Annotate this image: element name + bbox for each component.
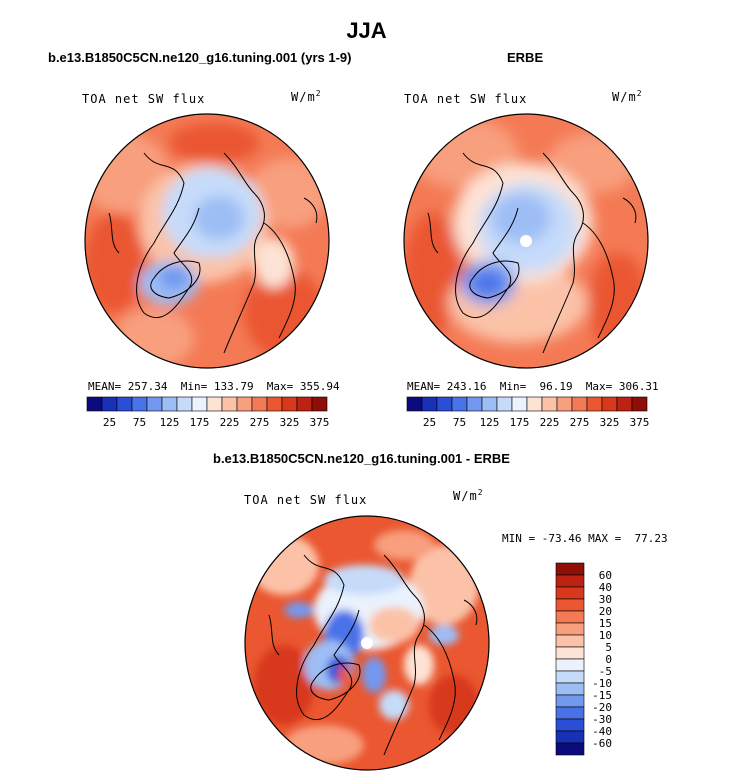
- panel1-colorbar-tick-label: 275: [250, 416, 270, 429]
- panel3-colorbar-tick-label: -15: [592, 689, 612, 702]
- panel3-colorbar-tick-label: 15: [599, 617, 612, 630]
- panel2-colorbar-tick-label: 25: [423, 416, 436, 429]
- panel1-stats: MEAN= 257.34 Min= 133.79 Max= 355.94: [88, 380, 340, 393]
- panel2-colorbar-tick-label: 375: [630, 416, 650, 429]
- panel3-colorbar-swatch: [555, 610, 585, 624]
- panel2-colorbar-swatch: [481, 396, 498, 412]
- panel3-colorbar-tick-label: 20: [599, 605, 612, 618]
- panel1-colorbar-swatch: [251, 396, 268, 412]
- panel1-colorbar-swatch: [296, 396, 313, 412]
- panel3-colorbar-swatch: [555, 682, 585, 696]
- panel3-colorbar-tick-label: -5: [599, 665, 612, 678]
- panel3-colorbar-swatch: [555, 586, 585, 600]
- panel1-colorbar-swatch: [191, 396, 208, 412]
- panel1-colorbar-tick-label: 125: [160, 416, 180, 429]
- panel3-polar-map: [244, 515, 490, 771]
- panel3-colorbar-swatch: [555, 562, 585, 576]
- panel3-colorbar-swatch: [555, 598, 585, 612]
- panel1-polar-map: [84, 113, 330, 369]
- panel2-colorbar-swatch: [586, 396, 603, 412]
- panel2-colorbar-swatch: [406, 396, 423, 412]
- panel1-colorbar-tick-label: 25: [103, 416, 116, 429]
- panel3-stats: MIN = -73.46 MAX = 77.23: [502, 532, 668, 545]
- panel3-colorbar-tick-label: 5: [605, 641, 612, 654]
- panel3-colorbar-swatch: [555, 706, 585, 720]
- panel3-colorbar-tick-label: 60: [599, 569, 612, 582]
- panel3-colorbar-swatch: [555, 694, 585, 708]
- panel3-colorbar-tick-label: -40: [592, 725, 612, 738]
- panel3-unit-label: W/m2: [453, 488, 484, 503]
- panel3-colorbar-swatch: [555, 658, 585, 672]
- panel3-colorbar-tick-label: 40: [599, 581, 612, 594]
- panel1-colorbar-tick-label: 375: [310, 416, 330, 429]
- panel2-colorbar-swatch: [571, 396, 588, 412]
- panel3-colorbar-tick-label: -20: [592, 701, 612, 714]
- panel2-unit-label: W/m2: [612, 89, 643, 104]
- panel3-colorbar-tick-label: -30: [592, 713, 612, 726]
- panel1-colorbar: 25 75 125 175 225 275 325 375: [86, 396, 330, 429]
- panel1-colorbar-tick-label: 75: [133, 416, 146, 429]
- panel3-colorbar-tick-label: 0: [605, 653, 612, 666]
- panel3-colorbar-tick-label: -10: [592, 677, 612, 690]
- panel1-colorbar-tick-label: 175: [190, 416, 210, 429]
- panel2-colorbar-tick-label: 75: [453, 416, 466, 429]
- panel1-colorbar-swatch: [281, 396, 298, 412]
- panel1-unit-label: W/m2: [291, 89, 322, 104]
- panel2-colorbar-swatch: [421, 396, 438, 412]
- panel3-colorbar-swatch: [555, 646, 585, 660]
- panel3-colorbar-swatch: [555, 742, 585, 756]
- panel2-colorbar-tick-label: 325: [600, 416, 620, 429]
- panel3-colorbar-tick-label: 30: [599, 593, 612, 606]
- panel3-variable-label: TOA net SW flux: [244, 493, 368, 507]
- panel3-colorbar-swatch: [555, 622, 585, 636]
- panel2-colorbar-tick-label: 125: [480, 416, 500, 429]
- panel1-colorbar-swatch: [206, 396, 223, 412]
- panel2-colorbar-swatch: [631, 396, 648, 412]
- panel2-colorbar-swatch: [541, 396, 558, 412]
- panel1-colorbar-swatch: [86, 396, 103, 412]
- panel3-colorbar-swatch: [555, 730, 585, 744]
- panel1-colorbar-tick-label: 325: [280, 416, 300, 429]
- panel3-colorbar-swatch: [555, 574, 585, 588]
- panel2-colorbar-swatch: [616, 396, 633, 412]
- panel1-colorbar-swatch: [266, 396, 283, 412]
- panel1-title: b.e13.B1850C5CN.ne120_g16.tuning.001 (yr…: [48, 50, 352, 65]
- panel1-colorbar-swatch: [146, 396, 163, 412]
- panel2-colorbar-swatch: [511, 396, 528, 412]
- panel1-variable-label: TOA net SW flux: [82, 92, 206, 106]
- panel3-colorbar-swatch: [555, 718, 585, 732]
- panel1-colorbar-swatch: [116, 396, 133, 412]
- panel1-colorbar-swatch: [221, 396, 238, 412]
- panel3-title: b.e13.B1850C5CN.ne120_g16.tuning.001 - E…: [213, 451, 510, 466]
- panel1-colorbar-swatch: [161, 396, 178, 412]
- panel1-colorbar-swatch: [176, 396, 193, 412]
- panel2-polar-map: [403, 113, 649, 369]
- panel2-colorbar: 25 75 125 175 225 275 325 375: [406, 396, 650, 429]
- panel2-colorbar-swatch: [496, 396, 513, 412]
- panel2-colorbar-swatch: [466, 396, 483, 412]
- panel2-variable-label: TOA net SW flux: [404, 92, 528, 106]
- panel2-title: ERBE: [507, 50, 544, 65]
- panel2-stats: MEAN= 243.16 Min= 96.19 Max= 306.31: [407, 380, 659, 393]
- panel2-colorbar-swatch: [451, 396, 468, 412]
- figure-title: JJA: [346, 18, 387, 43]
- panel2-colorbar-swatch: [556, 396, 573, 412]
- panel3-colorbar-swatch: [555, 670, 585, 684]
- panel2-colorbar-tick-label: 225: [540, 416, 560, 429]
- panel1-colorbar-swatch: [101, 396, 118, 412]
- panel1-colorbar-swatch: [236, 396, 253, 412]
- panel1-colorbar-swatch: [311, 396, 328, 412]
- panel2-colorbar-tick-label: 175: [510, 416, 530, 429]
- panel2-colorbar-swatch: [601, 396, 618, 412]
- panel2-colorbar-swatch: [436, 396, 453, 412]
- panel3-colorbar-tick-label: -60: [592, 737, 612, 750]
- panel2-colorbar-swatch: [526, 396, 543, 412]
- panel3-colorbar-swatch: [555, 634, 585, 648]
- panel1-colorbar-swatch: [131, 396, 148, 412]
- panel3-colorbar-tick-label: 10: [599, 629, 612, 642]
- panel1-colorbar-tick-label: 225: [220, 416, 240, 429]
- panel2-colorbar-tick-label: 275: [570, 416, 590, 429]
